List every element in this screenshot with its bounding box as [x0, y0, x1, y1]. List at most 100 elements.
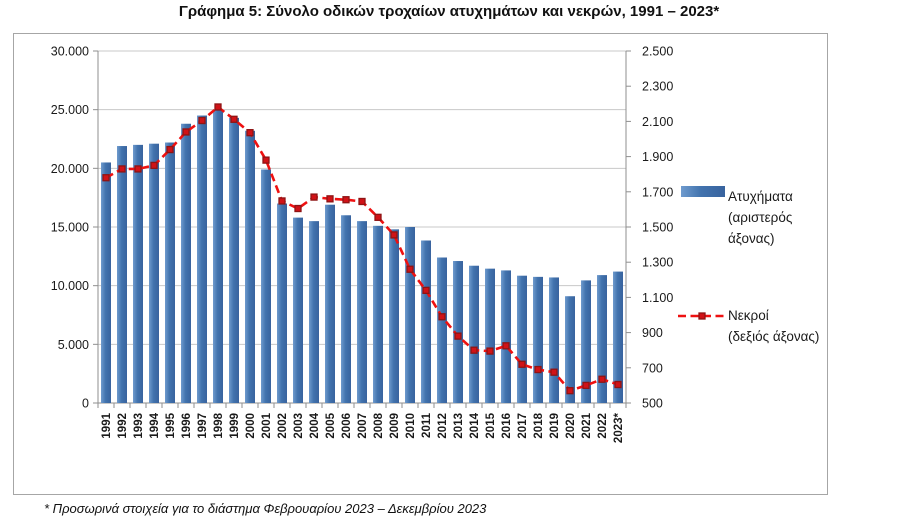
chart-text-label: 15.000 — [51, 221, 89, 235]
chart-text-label: 2003 — [293, 413, 305, 439]
legend-line-marker — [698, 312, 706, 320]
chart-text-label: 2000 — [245, 413, 257, 439]
bar-2019 — [549, 277, 559, 403]
chart-text-label: 2002 — [277, 413, 289, 439]
chart-text-label: 1999 — [229, 413, 241, 439]
chart-text-label: 1991 — [101, 412, 113, 438]
marker-2001 — [262, 156, 270, 164]
marker-2017 — [518, 360, 526, 368]
chart-text-label: Νεκροί — [728, 308, 769, 323]
marker-2010 — [406, 265, 414, 273]
bar-2015 — [485, 268, 495, 403]
bar-2004 — [309, 221, 319, 403]
bar-2009 — [389, 229, 399, 403]
bar-2018 — [533, 276, 543, 403]
bar-1991 — [101, 162, 111, 403]
marker-2002 — [278, 197, 286, 205]
chart-text-label: 10.000 — [51, 279, 89, 293]
legend: Ατυχήματα (αριστερός άξονας) Νεκροί (δεξιός … — [678, 186, 819, 344]
marker-2015 — [486, 347, 494, 355]
chart-text-label: 2.500 — [642, 45, 673, 59]
y-left-axis-labels: 0 5.000 10.000 15.000 20.000 25.000 30.000 — [51, 45, 89, 411]
chart-text-label: 2023* — [613, 412, 625, 443]
chart-text-label: 1993 — [133, 413, 145, 439]
chart-text-label: (δεξιός άξονας) — [728, 329, 819, 344]
chart-text-label: 2020 — [565, 413, 577, 439]
bar-1996 — [181, 123, 191, 403]
marker-1991 — [102, 174, 110, 182]
marker-1992 — [118, 165, 126, 173]
bar-2017 — [517, 275, 527, 403]
legend-bar-swatch — [681, 186, 725, 197]
marker-1997 — [198, 116, 206, 125]
marker-1998 — [214, 103, 222, 111]
chart-text-label: 2013 — [453, 413, 465, 439]
bar-2023* — [613, 271, 623, 403]
chart-text-label: άξονας) — [728, 231, 775, 246]
chart-text-label: 1998 — [213, 412, 225, 438]
marker-2000 — [246, 129, 254, 137]
marker-1999 — [230, 115, 238, 123]
chart-text-label: 2005 — [325, 412, 337, 438]
footnote: * Προσωρινά στοιχεία για το διάστημα Φεβ… — [44, 501, 487, 516]
chart-text-label: 2016 — [501, 413, 513, 439]
bar-2012 — [437, 257, 447, 403]
bar-1998 — [213, 109, 223, 404]
y-right-axis-labels: 500 700 900 1.100 1.300 1.500 1.700 1.900 2.100 2… — [642, 45, 673, 411]
chart-text-label: 1.900 — [642, 150, 673, 164]
bar-2022 — [597, 275, 607, 403]
chart-text-label: 2011 — [421, 412, 433, 438]
chart-text-label: 1.500 — [642, 221, 673, 235]
chart-text-label: 30.000 — [51, 45, 89, 59]
marker-2005 — [326, 195, 334, 203]
marker-2014 — [470, 346, 478, 354]
chart-text-label: 2001 — [261, 412, 273, 438]
chart-text-label: 2007 — [357, 413, 369, 439]
chart-box: 0 5.000 10.000 15.000 20.000 25.000 30.000 500 7… — [13, 33, 828, 495]
chart-text-label: 2019 — [549, 413, 561, 439]
bar-2014 — [469, 265, 479, 403]
marker-2008 — [374, 213, 382, 221]
bar-1997 — [197, 115, 207, 404]
chart-text-label: (αριστερός — [728, 210, 793, 225]
bar-1999 — [229, 117, 239, 403]
marker-2003 — [294, 204, 302, 213]
chart-text-label: 20.000 — [51, 162, 89, 176]
chart-text-label: 0 — [82, 397, 89, 411]
combo-chart: 0 5.000 10.000 15.000 20.000 25.000 30.000 500 7… — [51, 45, 820, 444]
chart-text-label: 2.300 — [642, 80, 673, 94]
bar-1994 — [149, 143, 159, 403]
marker-2006 — [342, 196, 350, 204]
bar-2000 — [245, 130, 255, 403]
marker-2020 — [566, 387, 574, 395]
chart-text-label: 2010 — [405, 413, 417, 439]
marker-2023* — [614, 380, 622, 389]
chart-text-label: 25.000 — [51, 103, 89, 117]
chart-text-label: 1995 — [165, 412, 177, 438]
chart-text-label: 500 — [642, 397, 663, 411]
axis-ticks — [93, 50, 631, 408]
bar-2005 — [325, 204, 335, 403]
deaths-line-series — [102, 103, 622, 395]
chart-text-label: 2022 — [597, 413, 609, 439]
chart-text-label: Ατυχήματα — [728, 189, 793, 204]
marker-2007 — [358, 197, 366, 206]
bar-1993 — [133, 144, 143, 403]
marker-2016 — [502, 342, 510, 350]
bar-2002 — [277, 203, 287, 403]
x-axis-labels: 1991 1992 1993 1994 1995 1996 1997 1998 1999 2000… — [101, 412, 625, 443]
bar-2011 — [421, 240, 431, 403]
chart-text-label: 2008 — [373, 412, 385, 438]
chart-text-label: 2014 — [469, 412, 481, 438]
chart-text-label: 1996 — [181, 413, 193, 439]
chart-text-label: 900 — [642, 326, 663, 340]
marker-2004 — [310, 193, 318, 201]
bars-series-accidents — [101, 109, 623, 404]
bar-2006 — [341, 215, 351, 403]
chart-text-label: 1994 — [149, 412, 161, 438]
chart-text-label: 5.000 — [58, 338, 89, 352]
chart-text-label: 1.700 — [642, 185, 673, 199]
chart-text-label: 2012 — [437, 413, 449, 439]
bar-2010 — [405, 227, 415, 403]
chart-text-label: 1.300 — [642, 256, 673, 270]
